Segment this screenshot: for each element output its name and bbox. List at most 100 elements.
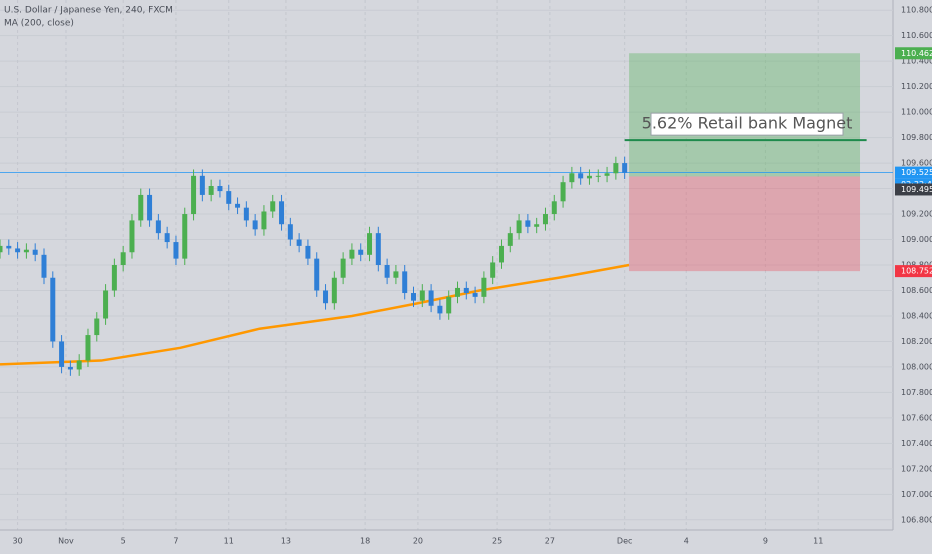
y-tick-label: 110.800 [901,6,932,15]
price-badge-label: 109.495 [901,185,932,194]
candle-body [340,258,346,278]
candle-body [235,203,241,208]
candle-body [261,211,267,230]
candle-body [226,191,232,204]
indicator-label: MA (200, close) [4,19,74,29]
price-badge-label: 109.525 [901,168,932,177]
x-tick-label: 11 [813,537,823,546]
x-tick-label: 27 [545,537,555,546]
candle-body [32,249,38,255]
candle-body [182,214,188,259]
candle-body [0,245,3,253]
candle-body [419,290,425,301]
candle-body [217,186,223,192]
x-tick-label: 7 [173,537,178,546]
annotation-text: 5.62% Retail bank Magnet [642,114,853,133]
y-tick-label: 108.800 [901,261,932,270]
candle-body [472,293,478,297]
x-tick-label: 13 [281,537,291,546]
candle-body [367,233,373,255]
candle-body [138,194,144,221]
candle-body [199,175,205,195]
candle-body [507,233,513,246]
x-tick-label: 9 [763,537,768,546]
candle-body [15,248,21,253]
candle-body [437,305,443,314]
candle-body [59,341,65,367]
candle-body [23,249,29,253]
candle-body [252,220,258,230]
candle-body [6,245,12,249]
y-tick-label: 108.000 [901,362,932,371]
candle-body [402,271,408,294]
candle-body [173,242,179,259]
candle-body [393,271,399,278]
price-badge [895,166,932,179]
candle-body [463,287,469,294]
candle-body [76,360,82,370]
candle-body [147,194,153,221]
y-tick-label: 107.800 [901,388,932,397]
y-tick-label: 107.400 [901,439,932,448]
candle-body [331,277,337,304]
candle-body [490,262,496,278]
candle-body [498,245,504,263]
candle-body [111,265,117,291]
y-tick-label: 110.000 [901,108,932,117]
price-badge-label: 108.752 [901,267,932,276]
y-tick-label: 108.400 [901,311,932,320]
y-tick-label: 110.200 [901,82,932,91]
x-tick-label: Dec [617,537,632,546]
candle-body [155,220,161,234]
candle-body [358,249,364,255]
price-badge [895,47,932,60]
price-badge [895,183,932,196]
candle-body [287,224,293,240]
candle-body [411,293,417,301]
candle-body [525,220,531,227]
y-tick-label: 110.600 [901,31,932,40]
candle-body [595,175,601,177]
y-tick-label: 108.600 [901,286,932,295]
x-tick-label: 11 [224,537,234,546]
candle-body [384,265,390,278]
y-tick-label: 110.400 [901,57,932,66]
candle-body [50,277,56,342]
price-badge [895,265,932,278]
y-tick-label: 107.600 [901,413,932,422]
x-tick-label: 30 [13,537,23,546]
annotation-box [650,112,844,136]
y-tick-label: 107.200 [901,464,932,473]
candle-body [622,163,628,173]
candle-body [446,296,452,314]
candle-body [191,175,197,215]
y-tick-label: 109.200 [901,210,932,219]
candle-body [454,287,460,297]
loss-zone [629,176,861,272]
candle-body [208,186,214,195]
chart-title: U.S. Dollar / Japanese Yen, 240, FXCM [4,6,173,16]
candle-body [279,201,285,225]
x-tick-label: 20 [413,537,423,546]
candle-body [560,182,566,202]
y-tick-label: 109.000 [901,235,932,244]
candle-body [613,163,619,174]
candle-body [375,233,381,265]
candle-body [85,335,91,361]
candle-body [129,220,135,253]
price-badge-label: 110.462 [901,49,932,58]
candle-body [516,220,522,234]
candle-body [481,277,487,297]
y-tick-label: 109.600 [901,159,932,168]
candle-body [349,249,355,259]
candle-body [428,290,434,306]
candle-body [534,224,540,227]
candle-body [41,254,47,278]
candle-body [551,201,557,215]
candle-body [296,239,302,246]
x-tick-label: 18 [360,537,370,546]
candle-body [94,318,100,336]
candle-body [103,290,109,319]
